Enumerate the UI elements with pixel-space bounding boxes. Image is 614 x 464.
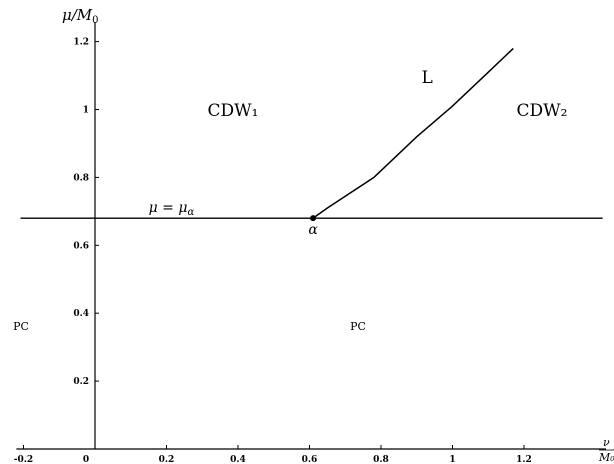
lines xyxy=(20,47,603,222)
y-tick-label: 0.4 xyxy=(73,309,89,319)
x-tick-label: 1 xyxy=(449,455,455,464)
mu-alpha-label: μ = μα xyxy=(149,200,195,218)
alpha-point-label: α xyxy=(308,222,318,238)
x-tick-label: 0.2 xyxy=(159,455,175,464)
x-tick-label: 1.2 xyxy=(516,455,532,464)
region-label: CDW₂ xyxy=(517,101,568,121)
series-line-L xyxy=(312,47,514,219)
region-label: PC xyxy=(350,320,366,333)
y-tick-label: 0.2 xyxy=(73,377,89,387)
labels: Lα μ = μα μ/M0 ν M₀ CDW₁ CDW₂ PC PC xyxy=(13,6,614,464)
alpha-point xyxy=(310,215,317,222)
y-tick-label: 0.6 xyxy=(73,241,89,251)
x-tick-label: -0.2 xyxy=(14,455,33,464)
x-tick-label: 0.8 xyxy=(373,455,389,464)
x-axis-label-denominator: M₀ xyxy=(598,451,614,464)
region-label: PC xyxy=(13,320,29,333)
y-tick-label: 1.2 xyxy=(73,38,89,48)
y-axis-label: μ/M0 xyxy=(62,6,99,26)
x-tick-label: 0.6 xyxy=(302,455,318,464)
series-label: L xyxy=(422,68,433,88)
y-tick-label: 1 xyxy=(83,106,89,116)
region-label: CDW₁ xyxy=(208,101,259,121)
ticks: -0.2 0 0.2 0.4 0.6 0.8 1 1.2 0.2 0.4 0.6 0.8 1 1.2 xyxy=(14,38,532,464)
x-tick-label: 0 xyxy=(83,455,89,464)
x-axis-label-numerator: ν xyxy=(603,436,610,449)
y-tick-label: 0.8 xyxy=(73,173,89,183)
x-tick-label: 0.4 xyxy=(230,455,246,464)
axes xyxy=(16,22,606,450)
